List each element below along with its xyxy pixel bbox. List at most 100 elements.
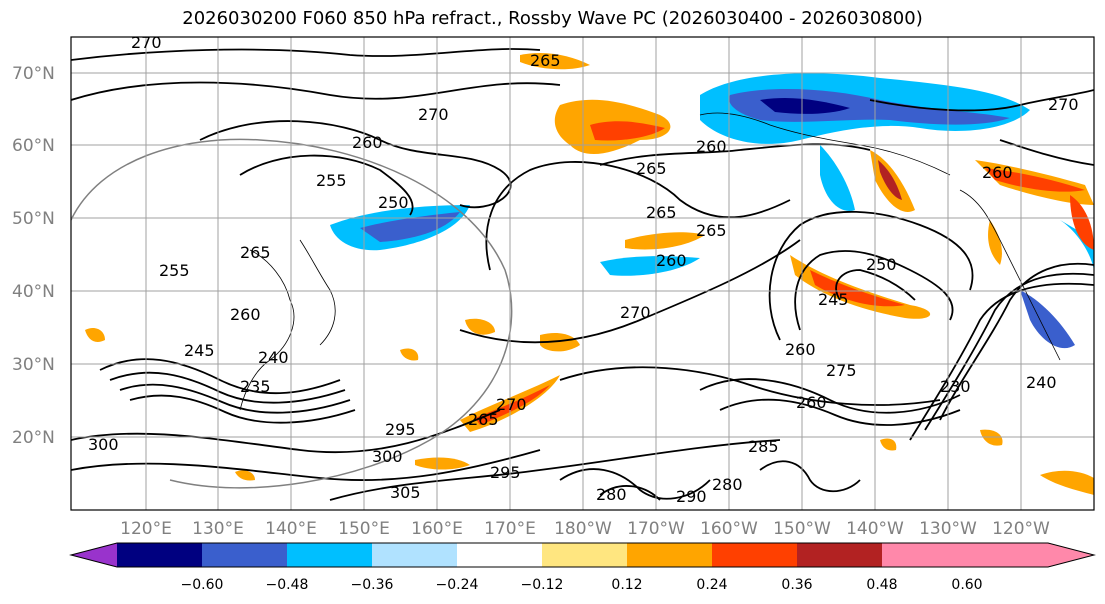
positive-anomaly-patch [1040, 470, 1094, 495]
contour-line [119, 383, 351, 414]
contour-label: 270 [1048, 95, 1079, 114]
positive-anomaly-patch [400, 348, 419, 361]
contour-line [329, 439, 781, 501]
contour-line [759, 460, 861, 493]
contour-line [559, 468, 711, 500]
colorbar-tick-label: 0.48 [866, 577, 897, 593]
contour-line [71, 449, 541, 482]
contour-label: 260 [352, 133, 383, 152]
colorbar-tick-label: 0.24 [696, 577, 727, 593]
great-circle [71, 138, 513, 489]
contour-label: 305 [390, 483, 421, 502]
lat-label: 30°N [12, 355, 55, 375]
contour-label: 265 [696, 221, 727, 240]
colorbar-segment [117, 543, 202, 567]
colorbar-segment [712, 543, 797, 567]
positive-anomaly-patch [590, 121, 665, 141]
positive-anomaly-patch [1070, 195, 1094, 250]
contour-label: 300 [88, 435, 119, 454]
lon-label: 140°W [846, 519, 904, 539]
contour-label: 240 [258, 348, 289, 367]
contour-label: 285 [748, 437, 779, 456]
contour-line [559, 366, 941, 406]
positive-anomaly-patch [810, 270, 905, 307]
positive-anomaly-patch [985, 168, 1085, 192]
colorbar-tick-label: 0.36 [781, 577, 812, 593]
contour-line [199, 120, 512, 209]
lat-label: 50°N [12, 209, 55, 229]
contour-label: 245 [184, 341, 215, 360]
contour-label: 265 [468, 410, 499, 429]
positive-anomaly-patch [415, 457, 470, 470]
contour-label: 270 [496, 395, 527, 414]
colorbar-segment [797, 543, 882, 567]
contour-label: 265 [530, 51, 561, 70]
colorbar-segment [287, 543, 372, 567]
contour-line [71, 81, 561, 101]
contour-label: 280 [712, 475, 743, 494]
lon-label: 120°W [992, 519, 1050, 539]
lon-label: 120°E [120, 519, 172, 539]
contour-label: 260 [696, 137, 727, 156]
negative-anomaly-patch [600, 256, 700, 276]
negative-anomaly-patch [1020, 290, 1075, 349]
contour-label: 240 [1026, 373, 1057, 392]
contour-line [835, 269, 916, 301]
colorbar-tick-label: −0.12 [521, 577, 564, 593]
contour-line [71, 48, 541, 61]
contour-line [768, 210, 974, 341]
positive-anomaly-patch [540, 333, 580, 352]
colorbar-extend-high [967, 543, 1094, 567]
lat-label: 60°N [12, 136, 55, 156]
contour-label: 265 [636, 159, 667, 178]
contour-label: 300 [372, 447, 403, 466]
positive-anomaly-patch [520, 53, 590, 70]
lat-label: 40°N [12, 282, 55, 302]
colorbar-outline [69, 542, 1096, 568]
lon-label: 170°W [627, 519, 685, 539]
contour-label: 280 [596, 485, 627, 504]
lon-label: 150°E [338, 519, 390, 539]
contour-label: 290 [676, 487, 707, 506]
positive-anomaly-patch [475, 385, 550, 425]
colorbar-extend-low [71, 543, 117, 567]
contour-label-group: 270 265 270 260 255 250 265 260 265 265 … [88, 37, 1079, 506]
contour-line [719, 398, 961, 426]
coastline [959, 189, 1061, 361]
contour-label: 270 [620, 303, 651, 322]
contour-label: 260 [785, 340, 816, 359]
colorbar-tick-label: −0.24 [436, 577, 479, 593]
lon-label: 180°W [554, 519, 612, 539]
graticule [71, 37, 1094, 510]
contour-label: 260 [982, 163, 1013, 182]
colorbar: −0.60 −0.48 −0.36 −0.24 −0.12 0.12 0.24 … [69, 542, 1096, 593]
contour-label: 260 [230, 305, 261, 324]
colorbar-tick-label: −0.48 [266, 577, 309, 593]
lon-label: 160°E [411, 519, 463, 539]
lon-label: 150°W [773, 519, 831, 539]
contour-label: 250 [866, 255, 897, 274]
positive-anomaly-patch [85, 328, 105, 342]
positive-anomaly-patch [465, 318, 495, 335]
contour-lines [71, 48, 1094, 501]
negative-anomaly-patch [820, 145, 855, 211]
colorbar-segment [202, 543, 287, 567]
positive-anomaly-patch [878, 160, 902, 200]
latitude-labels: 70°N 60°N 50°N 40°N 30°N 20°N [12, 64, 55, 448]
colorbar-segment [627, 543, 712, 567]
contour-line [129, 394, 356, 424]
lon-label: 170°E [484, 519, 536, 539]
contour-line [869, 89, 1094, 112]
contour-line [939, 262, 1094, 421]
colorbar-segment [457, 543, 542, 567]
contour-line [239, 154, 414, 216]
contour-label: 260 [796, 393, 827, 412]
colorbar-tick-label: 0.60 [951, 577, 982, 593]
negative-anomaly-patch [729, 88, 1010, 125]
contour-line [699, 378, 961, 414]
contour-label: 260 [656, 251, 687, 270]
contour-line [459, 239, 801, 344]
contour-line [909, 282, 1094, 441]
coastline [299, 239, 336, 346]
